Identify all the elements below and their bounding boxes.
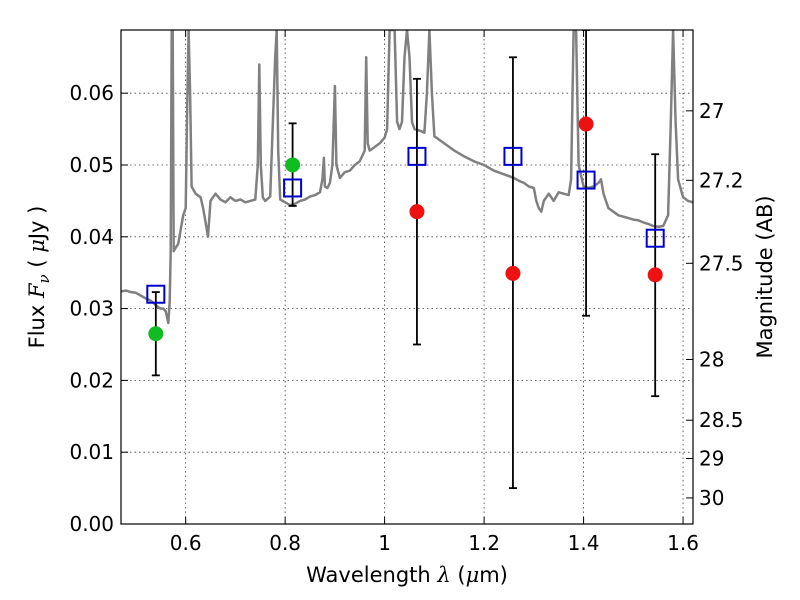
right-axis-label: Magnitude (AB) [753, 195, 777, 358]
data-point-circle [409, 204, 425, 220]
x-tick-label: 0.8 [269, 531, 301, 555]
x-tick-label: 1 [378, 531, 391, 555]
data-point-square [503, 146, 523, 166]
right-axis-ticks: 27 27.2 27.5 28 28.5 29 30 [686, 99, 744, 510]
right-tick-label: 27.5 [699, 251, 744, 275]
data-point-circle [148, 326, 164, 342]
x-tick-label: 1.2 [468, 531, 500, 555]
y-tick-label: 0.05 [69, 153, 114, 177]
right-tick-label: 27 [699, 99, 724, 123]
y-tick-label: 0.04 [69, 225, 114, 249]
right-tick-label: 28 [699, 348, 724, 372]
data-point-square [407, 146, 427, 166]
plot-frame [120, 29, 694, 525]
data-point-square [283, 178, 303, 198]
data-point-circle [578, 116, 594, 132]
x-axis-label: Wavelength λ (μm) [306, 563, 508, 587]
right-tick-label: 27.2 [699, 168, 744, 192]
y-tick-label: 0.06 [69, 81, 114, 105]
x-axis-ticks: 0.6 0.8 1 1.2 1.4 1.6 [170, 30, 699, 555]
grid-lines [121, 30, 693, 525]
right-tick-label: 30 [699, 486, 724, 510]
spectrum-line [121, 30, 693, 325]
data-point-square [645, 228, 665, 248]
data-point-circle [285, 157, 301, 173]
x-tick-label: 1.6 [667, 531, 699, 555]
right-tick-label: 28.5 [699, 408, 744, 432]
data-point-circle [505, 265, 521, 281]
data-point-square [146, 284, 166, 304]
right-tick-label: 29 [699, 447, 724, 471]
y-tick-label: 0.00 [69, 512, 114, 536]
y-axis-ticks: 0.00 0.01 0.02 0.03 0.04 0.05 0.06 [69, 81, 128, 536]
y-tick-label: 0.03 [69, 297, 114, 321]
y-tick-label: 0.01 [69, 440, 114, 464]
model-spectrum [121, 30, 693, 325]
y-tick-label: 0.02 [69, 368, 114, 392]
x-tick-label: 1.4 [568, 531, 600, 555]
y-axis-label: Flux Fν ( μJy ) [25, 206, 53, 349]
data-markers [146, 116, 665, 342]
x-tick-label: 0.6 [170, 531, 202, 555]
error-bars [151, 30, 660, 489]
data-point-square [576, 170, 596, 190]
data-point-circle [647, 267, 663, 283]
